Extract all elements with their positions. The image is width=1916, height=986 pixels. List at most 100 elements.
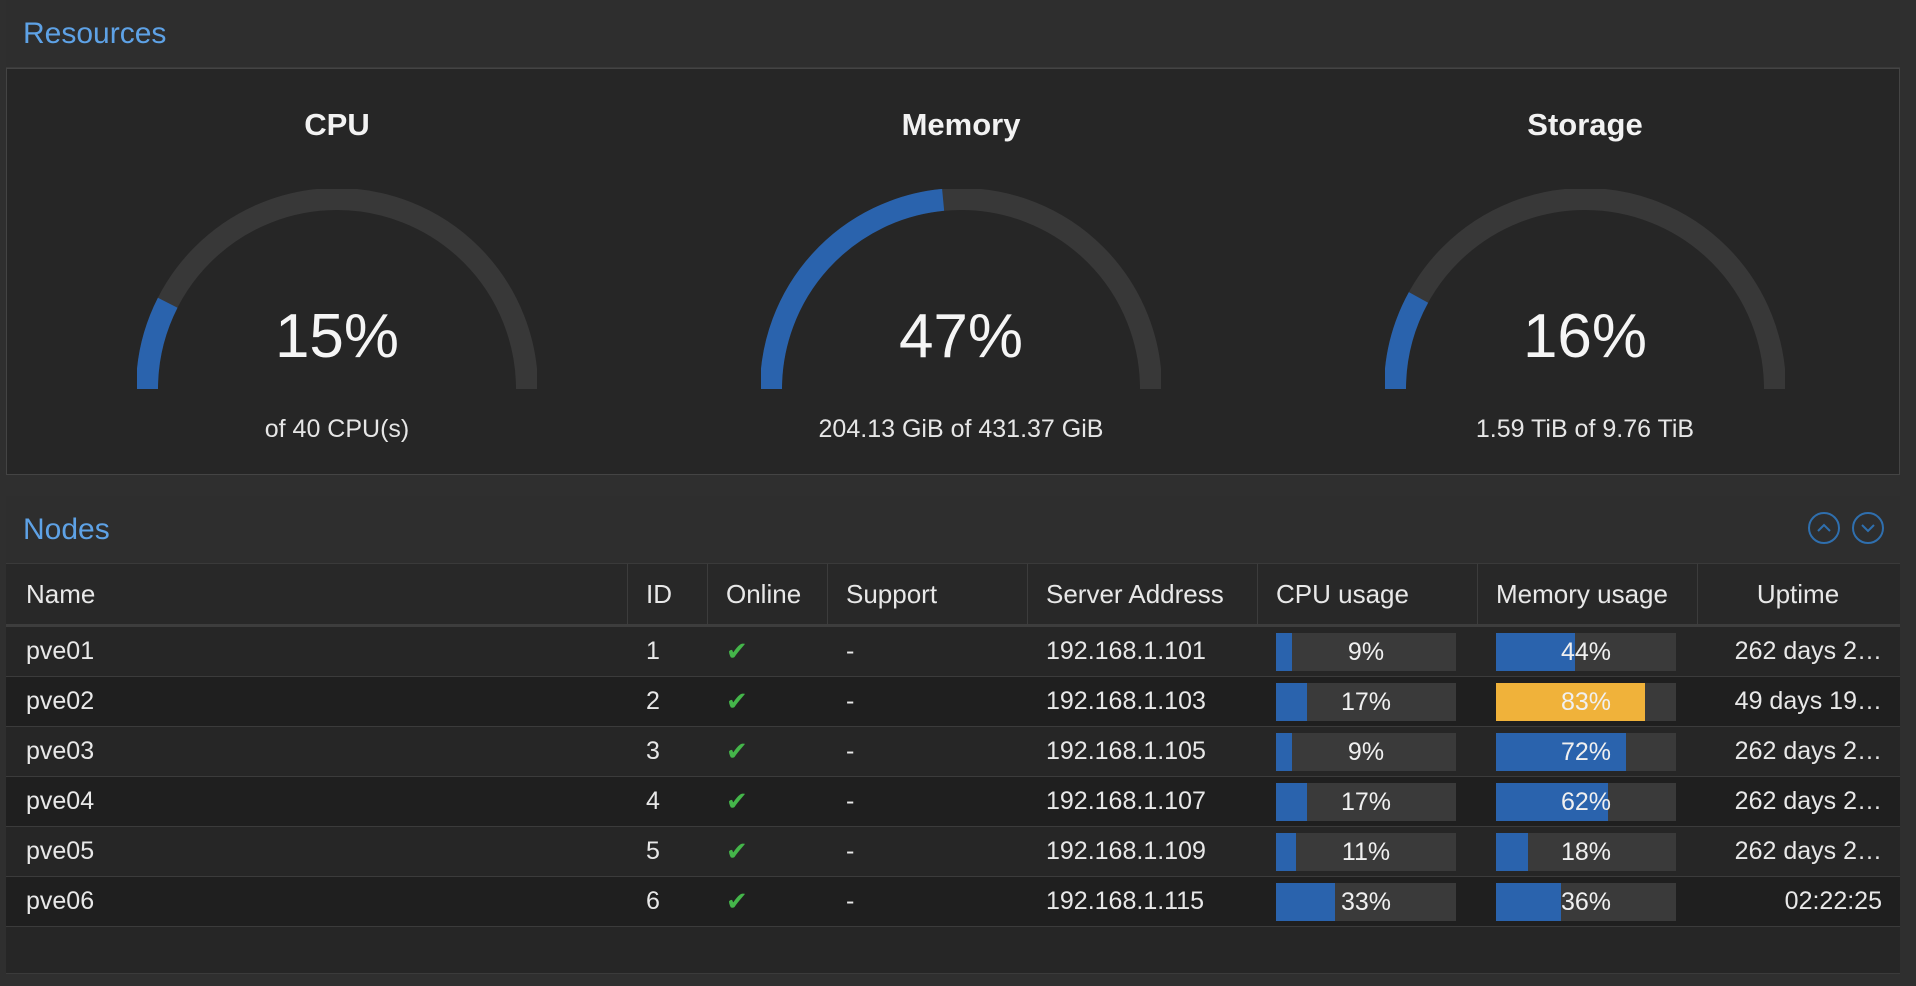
table-row[interactable]: pve01 1 ✔ - 192.168.1.101 9% 44% 262 days 2…: [6, 627, 1900, 677]
column-header-server-address[interactable]: Server Address: [1028, 564, 1258, 624]
cpu-gauge-arc: [137, 189, 537, 390]
gauge-track: [137, 189, 537, 390]
uptime: 262 days 2…: [1698, 827, 1900, 876]
memory-usage-fill: [1496, 632, 1576, 671]
online-status: ✔: [708, 777, 828, 826]
node-name: pve02: [26, 687, 95, 715]
gauge-fill: [1385, 292, 1429, 390]
chevron-up-circle-icon[interactable]: [1808, 512, 1840, 544]
cpu-usage-cell: 9%: [1258, 627, 1478, 676]
node-name: pve03: [26, 737, 95, 765]
grid-footer: [6, 927, 1900, 974]
memory-usage-cell: 36%: [1478, 877, 1698, 926]
server-address: 192.168.1.101: [1046, 637, 1206, 665]
cpu-usage-bar: 11%: [1276, 832, 1456, 871]
uptime-text: 262 days 2…: [1734, 737, 1882, 765]
column-header-name[interactable]: Name: [6, 564, 628, 624]
table-row[interactable]: pve06 6 ✔ - 192.168.1.115 33% 36% 02:22:25: [6, 877, 1900, 927]
cpu-usage-cell: 9%: [1258, 727, 1478, 776]
nodes-panel: Nodes Name ID Online Support Server Addr…: [6, 496, 1900, 986]
memory-usage-cell: 62%: [1478, 777, 1698, 826]
cpu-usage-text: 9%: [1347, 637, 1385, 666]
cpu-usage-cell: 11%: [1258, 827, 1478, 876]
gauge-subtext: 204.13 GiB of 431.37 GiB: [818, 415, 1104, 443]
support-level: -: [846, 887, 855, 915]
cpu-usage-cell: 33%: [1258, 877, 1478, 926]
uptime: 02:22:25: [1698, 877, 1900, 926]
resources-panel: Resources CPU 15% of 40 CPU(s) Memory 47…: [6, 0, 1900, 475]
grid-body: pve01 1 ✔ -192.168.1.101 9% 44% 262 days 2… pve…: [6, 627, 1900, 927]
nodes-grid: Name ID Online Support Server Address CP…: [6, 564, 1900, 974]
uptime: 262 days 2…: [1698, 777, 1900, 826]
table-row[interactable]: pve04 4 ✔ - 192.168.1.107 17% 62% 262 days 2…: [6, 777, 1900, 827]
memory-usage-bar: 83%: [1496, 682, 1676, 721]
server-address: 192.168.1.107: [1046, 787, 1206, 815]
uptime-text: 49 days 19…: [1734, 687, 1882, 715]
online-status: ✔: [708, 677, 828, 726]
node-id: 5: [646, 837, 660, 865]
resources-title: Resources: [23, 16, 167, 50]
node-name: pve06: [26, 887, 95, 915]
uptime: 49 days 19…: [1698, 677, 1900, 726]
gauge-title: Storage: [1527, 107, 1643, 142]
table-row[interactable]: pve02 2 ✔ - 192.168.1.103 17% 83% 49 days 19…: [6, 677, 1900, 727]
server-address: 192.168.1.103: [1046, 687, 1206, 715]
storage-gauge-arc: [1385, 189, 1785, 390]
server-address: 192.168.1.115: [1046, 887, 1205, 915]
memory-usage-text: 83%: [1560, 687, 1612, 716]
column-header-cpu-usage[interactable]: CPU usage: [1258, 564, 1478, 624]
online-status: ✔: [708, 727, 828, 776]
cpu-usage-fill: [1276, 732, 1293, 771]
memory-usage-fill: [1496, 832, 1529, 871]
column-header-id[interactable]: ID: [628, 564, 708, 624]
column-header-support[interactable]: Support: [828, 564, 1028, 624]
cpu-usage-bar: 33%: [1276, 882, 1456, 921]
support-level: -: [846, 737, 855, 765]
table-row[interactable]: pve05 5 ✔ - 192.168.1.109 11% 18% 262 days 2…: [6, 827, 1900, 877]
node-name: pve01: [26, 637, 95, 665]
node-id: 1: [646, 637, 660, 665]
memory-usage-text: 44%: [1560, 637, 1612, 666]
memory-usage-bar: 18%: [1496, 832, 1676, 871]
panel-tools: [1808, 512, 1884, 544]
cpu-gauge: CPU 15% of 40 CPU(s): [87, 69, 587, 476]
column-header-online[interactable]: Online: [708, 564, 828, 624]
memory-usage-fill: [1496, 882, 1561, 921]
gauge-subtext: of 40 CPU(s): [264, 415, 410, 443]
memory-usage-bar: 36%: [1496, 882, 1676, 921]
gauge-fill: [137, 297, 178, 390]
support-level: -: [846, 637, 855, 665]
memory-usage-text: 36%: [1560, 887, 1612, 916]
gauge-title: Memory: [901, 107, 1021, 142]
cpu-usage-text: 9%: [1347, 737, 1385, 766]
check-icon: ✔: [726, 636, 748, 666]
memory-usage-cell: 72%: [1478, 727, 1698, 776]
column-header-memory-usage[interactable]: Memory usage: [1478, 564, 1698, 624]
resources-header: Resources: [6, 0, 1900, 68]
gauge-title: CPU: [304, 107, 370, 142]
memory-usage-text: 62%: [1560, 787, 1612, 816]
cpu-usage-cell: 17%: [1258, 677, 1478, 726]
nodes-header: Nodes: [6, 496, 1900, 564]
cpu-usage-cell: 17%: [1258, 777, 1478, 826]
chevron-down-circle-icon[interactable]: [1852, 512, 1884, 544]
memory-gauge: Memory 47% 204.13 GiB of 431.37 GiB: [711, 69, 1211, 476]
memory-usage-text: 18%: [1560, 837, 1612, 866]
column-header-uptime[interactable]: Uptime: [1756, 578, 1840, 609]
memory-usage-cell: 44%: [1478, 627, 1698, 676]
check-icon: ✔: [726, 686, 748, 716]
cpu-usage-fill: [1276, 632, 1293, 671]
uptime-text: 262 days 2…: [1734, 787, 1882, 815]
grid-header-row: Name ID Online Support Server Address CP…: [6, 564, 1900, 627]
resources-body: CPU 15% of 40 CPU(s) Memory 47% 204.13 G…: [6, 68, 1900, 475]
cpu-usage-bar: 9%: [1276, 732, 1456, 771]
storage-gauge: Storage 16% 1.59 TiB of 9.76 TiB: [1335, 69, 1835, 476]
memory-usage-text: 72%: [1560, 737, 1612, 766]
node-name: pve05: [26, 837, 95, 865]
uptime-text: 262 days 2…: [1734, 637, 1882, 665]
cpu-usage-text: 17%: [1340, 787, 1392, 816]
gauge-value: 16%: [1522, 302, 1648, 371]
table-row[interactable]: pve03 3 ✔ - 192.168.1.105 9% 72% 262 days 2…: [6, 727, 1900, 777]
node-id: 6: [646, 887, 660, 915]
gauge-value: 47%: [898, 302, 1024, 371]
